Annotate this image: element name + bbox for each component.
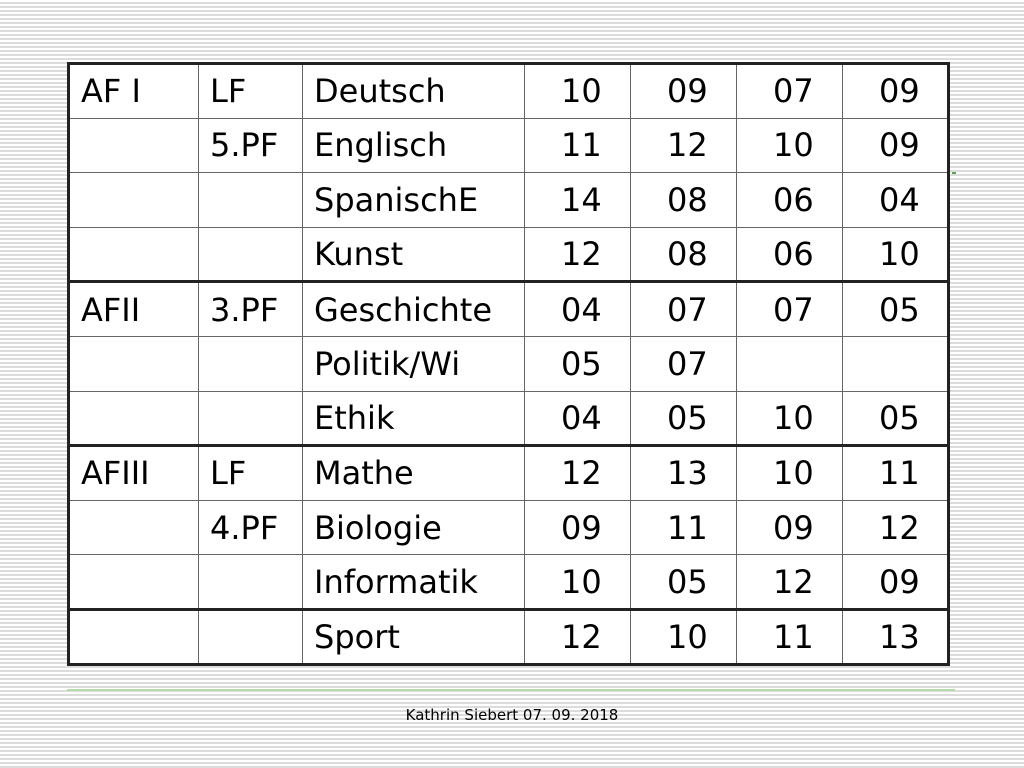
table-row: AF I LF Deutsch 10 09 07 09 xyxy=(68,62,949,119)
area-cell xyxy=(68,172,199,228)
grades-table: AF I LF Deutsch 10 09 07 09 5.PF Englisc… xyxy=(67,62,950,666)
grade-cell: 09 xyxy=(524,499,631,556)
table-row: 4.PF Biologie 09 11 09 12 xyxy=(68,499,949,556)
level-cell: 4.PF xyxy=(198,499,303,556)
area-cell xyxy=(68,117,199,174)
grade-cell: 05 xyxy=(524,335,631,392)
table-row: AFIII LF Mathe 12 13 10 11 xyxy=(68,444,949,501)
area-cell xyxy=(68,499,199,556)
grade-cell: 14 xyxy=(524,172,631,228)
level-cell xyxy=(198,335,303,392)
grade-cell: 11 xyxy=(524,117,631,174)
grade-cell: 11 xyxy=(842,444,949,501)
level-cell xyxy=(198,554,303,610)
level-cell: 5.PF xyxy=(198,117,303,174)
area-cell xyxy=(68,335,199,392)
decorative-mark xyxy=(952,172,956,174)
area-cell xyxy=(68,607,199,665)
subject-cell: Informatik xyxy=(302,554,525,610)
grade-cell: 09 xyxy=(842,117,949,174)
area-cell xyxy=(68,226,199,283)
grade-cell: 09 xyxy=(630,62,737,119)
subject-cell: Biologie xyxy=(302,499,525,556)
grade-cell: 10 xyxy=(524,554,631,610)
area-cell xyxy=(68,554,199,610)
table-row: Kunst 12 08 06 10 xyxy=(68,226,949,283)
level-cell: 3.PF xyxy=(198,280,303,337)
grade-cell: 10 xyxy=(630,607,737,665)
subject-cell: Deutsch xyxy=(302,62,525,119)
grade-cell: 12 xyxy=(524,226,631,283)
level-cell xyxy=(198,607,303,665)
subject-cell: Mathe xyxy=(302,444,525,501)
footer-divider xyxy=(67,689,955,691)
subject-cell: Englisch xyxy=(302,117,525,174)
grade-cell: 12 xyxy=(524,444,631,501)
grade-cell: 09 xyxy=(842,554,949,610)
grade-cell: 12 xyxy=(736,554,843,610)
grade-cell: 05 xyxy=(842,390,949,447)
level-cell xyxy=(198,390,303,447)
grade-cell: 12 xyxy=(842,499,949,556)
grades-table-body: AF I LF Deutsch 10 09 07 09 5.PF Englisc… xyxy=(68,62,949,665)
table-row: Ethik 04 05 10 05 xyxy=(68,390,949,447)
level-cell: LF xyxy=(198,444,303,501)
grade-cell: 13 xyxy=(842,607,949,665)
grade-cell: 13 xyxy=(630,444,737,501)
subject-cell: Sport xyxy=(302,607,525,665)
grade-cell: 11 xyxy=(630,499,737,556)
table-row: 5.PF Englisch 11 12 10 09 xyxy=(68,117,949,174)
subject-cell: Ethik xyxy=(302,390,525,447)
grade-cell: 06 xyxy=(736,226,843,283)
grade-cell: 10 xyxy=(736,117,843,174)
area-cell: AF I xyxy=(68,62,199,119)
grade-cell: 05 xyxy=(630,554,737,610)
grade-cell: 09 xyxy=(842,62,949,119)
subject-cell: Kunst xyxy=(302,226,525,283)
table-row: Politik/Wi 05 07 xyxy=(68,335,949,392)
grade-cell: 12 xyxy=(630,117,737,174)
grade-cell: 10 xyxy=(736,444,843,501)
level-cell: LF xyxy=(198,62,303,119)
area-cell xyxy=(68,390,199,447)
grade-cell: 07 xyxy=(736,62,843,119)
grade-cell: 05 xyxy=(630,390,737,447)
grade-cell: 08 xyxy=(630,172,737,228)
grade-cell: 10 xyxy=(524,62,631,119)
grade-cell: 06 xyxy=(736,172,843,228)
grade-cell: 12 xyxy=(524,607,631,665)
subject-cell: Geschichte xyxy=(302,280,525,337)
grade-cell: 07 xyxy=(736,280,843,337)
grade-cell: 10 xyxy=(842,226,949,283)
grade-cell: 10 xyxy=(736,390,843,447)
grade-cell: 04 xyxy=(524,390,631,447)
table-row: Informatik 10 05 12 09 xyxy=(68,554,949,610)
grade-cell: 05 xyxy=(842,280,949,337)
footer-text: Kathrin Siebert 07. 09. 2018 xyxy=(405,706,619,724)
subject-cell: SpanischE xyxy=(302,172,525,228)
grade-cell xyxy=(842,335,949,392)
table-row: AFII 3.PF Geschichte 04 07 07 05 xyxy=(68,280,949,337)
area-cell: AFII xyxy=(68,280,199,337)
grade-cell: 04 xyxy=(842,172,949,228)
table-row: Sport 12 10 11 13 xyxy=(68,607,949,665)
subject-cell: Politik/Wi xyxy=(302,335,525,392)
level-cell xyxy=(198,172,303,228)
grade-cell: 04 xyxy=(524,280,631,337)
grade-cell: 07 xyxy=(630,335,737,392)
grade-cell xyxy=(736,335,843,392)
grade-cell: 11 xyxy=(736,607,843,665)
grade-cell: 08 xyxy=(630,226,737,283)
table-row: SpanischE 14 08 06 04 xyxy=(68,172,949,228)
grade-cell: 07 xyxy=(630,280,737,337)
grade-cell: 09 xyxy=(736,499,843,556)
area-cell: AFIII xyxy=(68,444,199,501)
level-cell xyxy=(198,226,303,283)
